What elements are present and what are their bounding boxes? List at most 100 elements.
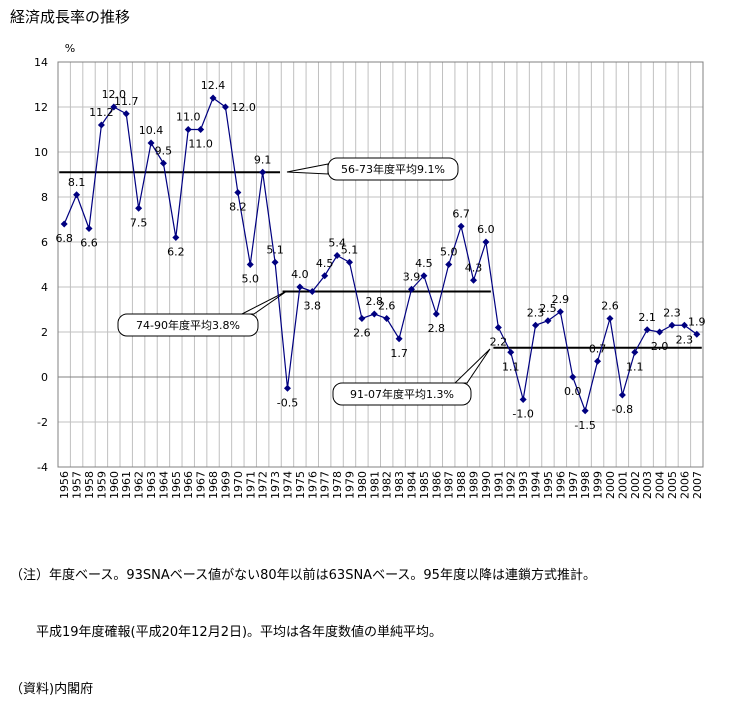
x-tick-label: 1977 [319,471,332,499]
data-label: 11.0 [188,138,213,151]
data-point [283,384,291,392]
data-point [197,126,205,133]
data-label: 4.0 [291,268,309,281]
y-tick-label: 6 [41,236,48,249]
data-label: 2.3 [663,306,681,319]
data-label: 6.6 [80,237,98,250]
data-label: 6.7 [452,207,470,220]
x-tick-label: 1989 [468,471,481,499]
x-tick-label: 1985 [418,471,431,499]
data-label: 2.2 [490,336,508,349]
x-tick-label: 2004 [654,471,667,499]
data-point [532,321,540,329]
data-label: -0.8 [612,403,633,416]
data-point [432,310,440,318]
data-point [271,258,279,266]
chart-title: 経済成長率の推移 [10,8,131,26]
data-label: 1.1 [626,360,644,373]
average-callout-fill [119,315,257,335]
average-label: 56-73年度平均9.1% [341,162,445,176]
x-tick-label: 1983 [393,471,406,499]
data-point [693,330,701,338]
data-point [618,391,626,399]
x-tick-label: 1978 [331,471,344,499]
data-point [383,315,391,322]
x-tick-label: 1982 [381,471,394,499]
data-point [159,159,167,167]
x-tick-label: 1971 [244,471,257,499]
data-point [581,407,589,415]
data-point [234,189,242,196]
data-point [97,121,105,129]
data-point [631,348,639,356]
data-label: 2.6 [353,327,371,340]
data-point [172,234,180,241]
x-tick-label: 1980 [356,471,369,499]
x-tick-label: 2001 [616,471,629,499]
data-point [358,315,366,322]
data-point [246,261,254,268]
data-label: 4.5 [316,257,334,270]
x-tick-label: 1969 [219,471,232,499]
x-tick-label: 1970 [232,471,245,499]
x-tick-label: 1973 [269,471,282,499]
growth-rate-line [63,97,698,413]
data-label: 9.5 [155,144,173,157]
average-callout-pointer [241,290,288,315]
data-point [408,285,416,293]
average-callout-pointer [286,163,329,175]
data-point [594,357,602,365]
data-label: 5.1 [266,243,284,256]
data-point [569,373,577,381]
data-label: 2.3 [527,306,545,319]
average-label: 91-07年度平均1.3% [350,387,454,401]
data-label: 0.7 [589,342,607,355]
x-tick-label: 1996 [554,471,567,499]
data-point [395,335,403,343]
data-label: 4.5 [415,257,433,270]
x-tick-label: 1956 [58,471,71,499]
x-tick-label: 2003 [641,471,654,499]
data-label: 7.5 [130,216,148,229]
data-point [482,238,490,246]
data-label: 6.2 [167,246,185,259]
data-label: 2.9 [552,293,570,306]
x-tick-label: 1995 [542,471,555,499]
x-tick-label: 1958 [83,471,96,499]
y-tick-label: 10 [34,146,48,159]
x-tick-label: 1979 [343,471,356,499]
average-callout-fill [334,384,470,404]
data-point [110,103,118,111]
x-tick-label: 2000 [604,471,617,499]
y-tick-label: 8 [41,191,48,204]
data-label: 5.0 [440,246,458,259]
y-tick-label: 2 [41,326,48,339]
data-point [85,225,93,232]
x-tick-label: 1965 [170,471,183,499]
data-label: 12.4 [201,79,226,92]
data-point [656,328,664,336]
x-tick-label: 1993 [517,471,530,499]
y-tick-label: 14 [34,56,48,69]
data-label: 2.0 [651,340,669,353]
x-tick-label: 1997 [567,471,580,499]
plot-area-border [57,61,704,468]
y-tick-label: 0 [41,371,48,384]
y-tick-label: -4 [37,461,48,474]
data-point [457,222,465,230]
x-tick-label: 1957 [71,471,84,499]
x-tick-label: 1975 [294,471,307,499]
data-label: 2.6 [601,300,619,313]
data-point [643,326,651,334]
data-point [209,94,217,102]
x-tick-label: 2005 [666,471,679,499]
data-point [308,288,316,295]
y-tick-label: 4 [41,281,48,294]
x-tick-label: 1998 [579,471,592,499]
data-point [259,168,267,176]
average-callout-fill [329,159,457,179]
data-point [296,283,304,291]
footnote-1: （注）年度ベース。93SNAベース値がない80年以前は63SNAベース。95年度… [10,568,596,583]
x-tick-label: 1981 [368,471,381,499]
data-point [184,126,192,133]
